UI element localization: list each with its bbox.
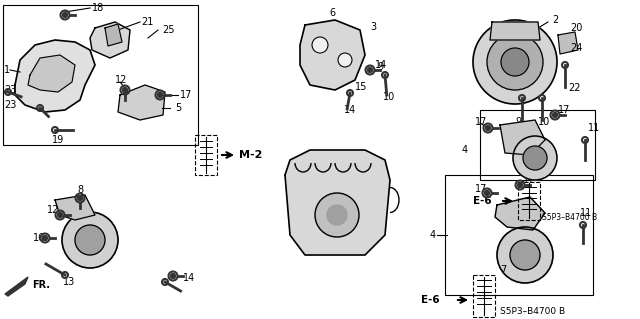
Circle shape — [523, 146, 547, 170]
Polygon shape — [300, 20, 365, 90]
Text: 7: 7 — [525, 165, 531, 175]
Text: 17: 17 — [523, 175, 536, 185]
Text: 17: 17 — [558, 105, 570, 115]
Text: 19: 19 — [52, 135, 64, 145]
Circle shape — [63, 12, 67, 18]
Text: 23: 23 — [4, 85, 17, 95]
Polygon shape — [28, 55, 75, 92]
Circle shape — [513, 136, 557, 180]
Circle shape — [62, 212, 118, 268]
Text: 9: 9 — [515, 117, 521, 127]
Polygon shape — [558, 32, 578, 54]
Polygon shape — [490, 22, 540, 40]
Polygon shape — [118, 85, 165, 120]
Polygon shape — [500, 120, 545, 155]
Text: 18: 18 — [92, 3, 104, 13]
Circle shape — [312, 37, 328, 53]
Text: 20: 20 — [570, 23, 582, 33]
Text: FR.: FR. — [32, 280, 50, 290]
Bar — [473, 275, 495, 317]
Polygon shape — [495, 197, 545, 230]
Circle shape — [486, 125, 490, 130]
Circle shape — [510, 240, 540, 270]
Polygon shape — [105, 24, 122, 46]
Text: 7: 7 — [500, 265, 506, 275]
Text: 22: 22 — [568, 83, 580, 93]
Text: 4: 4 — [430, 230, 436, 240]
Circle shape — [157, 93, 163, 98]
Circle shape — [484, 190, 490, 196]
Text: 21: 21 — [141, 17, 154, 27]
Polygon shape — [15, 40, 95, 112]
Text: 13: 13 — [63, 277, 76, 287]
Text: 14: 14 — [375, 60, 387, 70]
Bar — [195, 135, 217, 175]
Text: 15: 15 — [355, 82, 367, 92]
Polygon shape — [5, 277, 28, 296]
Text: 4: 4 — [462, 145, 468, 155]
Bar — [445, 175, 593, 295]
Bar — [3, 5, 198, 145]
Text: 11: 11 — [580, 208, 592, 218]
Circle shape — [518, 182, 522, 188]
Text: 14: 14 — [183, 273, 195, 283]
Text: S5P3–B4700 B: S5P3–B4700 B — [542, 212, 597, 221]
Text: 17: 17 — [475, 184, 488, 194]
Circle shape — [122, 87, 127, 93]
Polygon shape — [55, 195, 95, 220]
Text: 5: 5 — [175, 103, 181, 113]
Text: 25: 25 — [162, 25, 175, 35]
Circle shape — [77, 196, 83, 201]
Circle shape — [473, 20, 557, 104]
Text: S5P3–B4700 B: S5P3–B4700 B — [500, 308, 565, 316]
Circle shape — [170, 273, 175, 278]
Text: 17: 17 — [180, 90, 193, 100]
Circle shape — [75, 225, 105, 255]
Circle shape — [58, 212, 63, 218]
Circle shape — [487, 34, 543, 90]
Text: 8: 8 — [77, 185, 83, 195]
Text: 10: 10 — [383, 92, 396, 102]
Text: 17: 17 — [475, 117, 488, 127]
Circle shape — [552, 113, 557, 117]
Circle shape — [315, 193, 359, 237]
Text: 6: 6 — [329, 8, 335, 18]
Text: E-6: E-6 — [474, 196, 492, 206]
Circle shape — [501, 48, 529, 76]
Bar — [480, 110, 595, 180]
Polygon shape — [285, 150, 390, 255]
Text: 16: 16 — [33, 233, 45, 243]
Circle shape — [367, 68, 372, 72]
Bar — [518, 182, 540, 220]
Circle shape — [497, 227, 553, 283]
Text: 10: 10 — [538, 117, 550, 127]
Text: 11: 11 — [588, 123, 600, 133]
Circle shape — [338, 53, 352, 67]
Text: 14: 14 — [344, 105, 356, 115]
Text: 1: 1 — [4, 65, 10, 75]
Circle shape — [327, 205, 347, 225]
Text: 12: 12 — [115, 75, 127, 85]
Text: 12: 12 — [47, 205, 60, 215]
Text: M-2: M-2 — [239, 150, 262, 160]
Text: 24: 24 — [570, 43, 582, 53]
Text: 23: 23 — [4, 100, 17, 110]
Text: E-6: E-6 — [421, 295, 440, 305]
Text: 9: 9 — [377, 62, 383, 72]
Circle shape — [42, 235, 47, 241]
Polygon shape — [90, 22, 130, 58]
Text: 3: 3 — [370, 22, 376, 32]
Text: 2: 2 — [552, 15, 558, 25]
